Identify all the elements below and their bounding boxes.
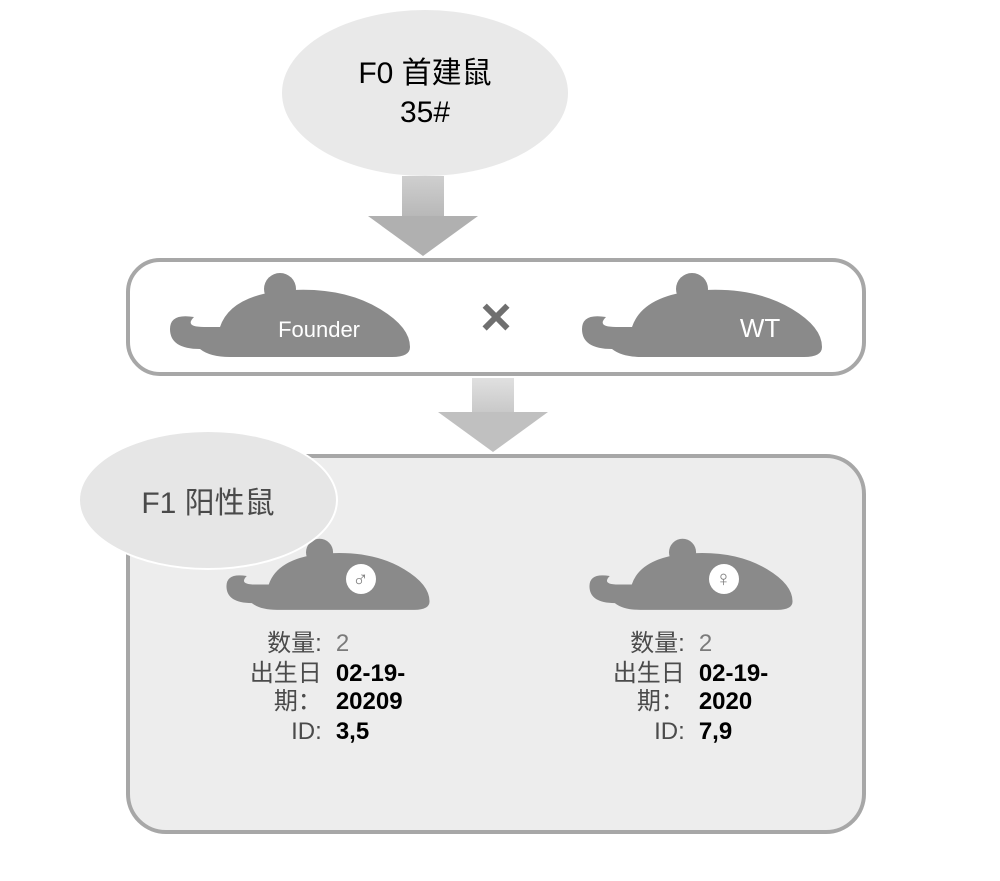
female-count: 2 <box>699 630 768 658</box>
mouse-icon <box>572 269 832 365</box>
f1-male-column: ♂ 数量: 2 出生日 期： 02-19- 20209 ID: 3,5 <box>186 528 469 820</box>
label-count: 数量: <box>613 630 685 658</box>
f1-female-column: ♀ 数量: 2 出生日 期： 02-19- 2020 ID: 7,9 <box>549 528 832 820</box>
cross-symbol: × <box>480 286 512 348</box>
diagram-canvas: F0 首建鼠 35# Founder × WT <box>0 0 1000 881</box>
label-id: ID: <box>613 718 685 746</box>
male-id: 3,5 <box>336 718 405 746</box>
arrow-stem <box>472 378 514 412</box>
f1-ellipse-label: F1 阳性鼠 <box>141 478 274 522</box>
male-symbol-icon: ♂ <box>346 564 376 594</box>
f1-female-mouse: ♀ <box>581 528 801 624</box>
label-dob: 出生日 期： <box>613 660 685 715</box>
f0-founder-ellipse: F0 首建鼠 35# <box>280 8 570 178</box>
label-dob: 出生日 期： <box>250 660 322 715</box>
label-id: ID: <box>250 718 322 746</box>
label-count: 数量: <box>250 630 322 658</box>
f1-female-info: 数量: 2 出生日 期： 02-19- 2020 ID: 7,9 <box>613 630 768 746</box>
breeding-cross-box: Founder × WT <box>126 258 866 376</box>
male-dob: 02-19- 20209 <box>336 660 405 716</box>
arrow-head <box>438 412 548 452</box>
wt-mouse: WT <box>572 269 832 365</box>
female-id: 7,9 <box>699 718 768 746</box>
f0-line1: F0 首建鼠 <box>358 54 491 93</box>
f1-inner: ♂ 数量: 2 出生日 期： 02-19- 20209 ID: 3,5 <box>186 528 832 820</box>
founder-mouse: Founder <box>160 269 420 365</box>
arrow-f0-to-cross <box>368 176 478 256</box>
f1-male-info: 数量: 2 出生日 期： 02-19- 20209 ID: 3,5 <box>250 630 405 746</box>
arrow-stem <box>402 176 444 216</box>
mouse-icon <box>581 528 801 624</box>
arrow-head <box>368 216 478 256</box>
female-symbol-icon: ♀ <box>709 564 739 594</box>
founder-mouse-label: Founder <box>278 317 360 343</box>
f0-line2: 35# <box>400 93 450 132</box>
wt-mouse-label: WT <box>740 313 780 344</box>
f1-positive-ellipse: F1 阳性鼠 <box>78 430 338 570</box>
male-count: 2 <box>336 630 405 658</box>
female-dob: 02-19- 2020 <box>699 660 768 716</box>
arrow-cross-to-f1 <box>438 378 548 452</box>
